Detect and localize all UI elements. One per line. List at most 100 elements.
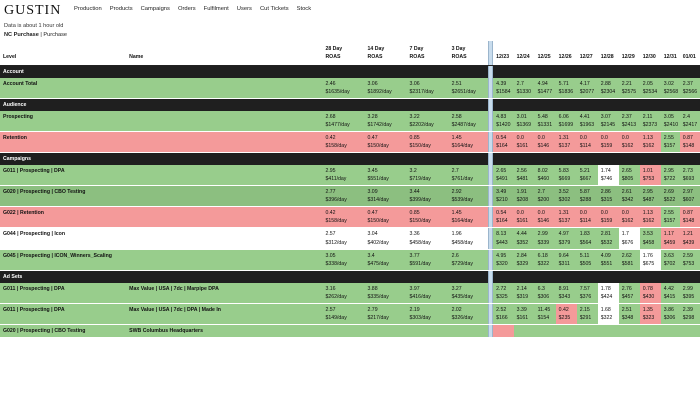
nav-link-campaigns[interactable]: Campaigns <box>140 6 170 12</box>
table-row[interactable]: Prospecting 2.68 $1477/day 3.28 $1742/day 3.2… <box>0 110 700 132</box>
table-row[interactable]: G011 | Prospecting | DPA Max Value | USA … <box>0 303 700 326</box>
column-header-day-3[interactable]: 12/26 <box>555 41 577 66</box>
row-name[interactable] <box>126 185 323 208</box>
day-roas-cell: 3.49 $210 <box>492 185 514 208</box>
spend-value: $164 <box>496 218 508 225</box>
table-row[interactable]: G011 | Prospecting | DPA Max Value | USA … <box>0 282 700 304</box>
row-name[interactable]: Max Value | USA | 7dc | DPA | Made In <box>126 303 323 326</box>
column-header-period-1[interactable]: 14 Day ROAS <box>364 41 407 66</box>
row-level[interactable]: Retention <box>0 131 127 154</box>
row-level[interactable]: Prospecting <box>0 110 127 132</box>
spend-value: $753 <box>682 260 695 267</box>
column-header-period-2[interactable]: 7 Day ROAS <box>406 41 449 66</box>
column-header-day-1[interactable]: 12/24 <box>513 41 535 66</box>
row-level[interactable]: G022 | Retention <box>0 206 127 229</box>
roas-value: 3.45 <box>367 168 378 175</box>
nav-link-cut-tickets[interactable]: Cut Tickets <box>259 6 289 12</box>
breadcrumb-parent[interactable]: Purchase <box>43 32 68 38</box>
roas-value: 4.09 <box>600 252 611 259</box>
row-name[interactable] <box>126 77 323 99</box>
period-roas-cell: 3.04 $402/day <box>364 227 407 250</box>
brand-logo[interactable]: GUSTIN <box>4 3 62 18</box>
table-row[interactable]: Retention 0.42 $158/day 0.47 $150/day 0.85 $15… <box>0 131 700 154</box>
day-roas-cell <box>513 324 535 339</box>
day-roas-cell: 4.09 $551 <box>597 249 619 271</box>
column-header-day-5[interactable]: 12/28 <box>597 41 619 66</box>
day-roas-cell <box>597 324 619 339</box>
column-header-day-2[interactable]: 12/25 <box>534 41 556 66</box>
roas-value: 0.0 <box>579 210 587 217</box>
table-row[interactable]: G011 | Prospecting | DPA 2.95 $411/day 3.45… <box>0 165 700 187</box>
day-roas-cell: 2.39 $298 <box>679 303 700 326</box>
row-name[interactable] <box>126 165 323 187</box>
row-level[interactable]: G020 | Prospecting | CBO Testing <box>0 324 127 339</box>
nav-link-users[interactable]: Users <box>236 6 252 12</box>
nav-link-production[interactable]: Production <box>74 6 102 12</box>
row-name[interactable]: SWB Columbus Headquarters <box>126 324 323 339</box>
nav-link-products[interactable]: Products <box>109 6 133 12</box>
roas-value: 4.41 <box>579 113 590 120</box>
row-name[interactable] <box>126 131 323 154</box>
roas-value: 2.56 <box>516 168 527 175</box>
row-name[interactable] <box>126 206 323 229</box>
spend-value: $2651/day <box>451 88 476 95</box>
table-row[interactable]: G022 | Retention 0.42 $158/day 0.47 $150/day… <box>0 206 700 229</box>
roas-value: 0.47 <box>367 134 378 141</box>
nav-link-stock[interactable]: Stock <box>296 6 312 12</box>
table-row[interactable]: G020 | Prospecting | CBO Testing SWB Colu… <box>0 324 700 339</box>
table-row[interactable]: G044 | Prospecting | Icon 2.57 $312/day 3.0… <box>0 227 700 250</box>
roas-value: 1.74 <box>600 168 611 175</box>
day-roas-cell: 2.59 $753 <box>679 249 700 271</box>
column-header-level[interactable]: Level <box>0 41 127 66</box>
period-roas-cell: 2.02 $326/day <box>448 303 489 326</box>
day-roas-cell: 2.7 $1330 <box>513 77 535 99</box>
day-roas-cell <box>679 324 700 339</box>
column-divider <box>488 77 494 99</box>
row-level[interactable]: G045 | Prospecting | ICON_Winners_Scalin… <box>0 249 127 271</box>
column-header-day-9[interactable]: 01/01 <box>679 41 700 66</box>
data-age-note: Data is about 1 hour old <box>4 23 64 29</box>
roas-value: 1.45 <box>451 134 462 141</box>
spend-value: $150/day <box>409 218 431 225</box>
table-row[interactable]: G020 | Prospecting | CBO Testing 2.77 $396… <box>0 185 700 208</box>
nav-link-fulfilment[interactable]: Fulfilment <box>203 6 229 12</box>
row-name[interactable]: Max Value | USA | 7dc | Marpipe DPA <box>126 282 323 304</box>
column-header-period-0[interactable]: 28 Day ROAS <box>322 41 365 66</box>
section-header: Account <box>0 65 700 78</box>
roas-value: 3.05 <box>325 252 336 259</box>
day-roas-cell: 2.05 $2534 <box>639 77 661 99</box>
column-header-period-3[interactable]: 3 Day ROAS <box>448 41 489 66</box>
table-row[interactable]: Account Total 2.46 $1635/day 3.06 $1892/day 3… <box>0 77 700 99</box>
column-header-name[interactable]: Name <box>126 41 323 66</box>
row-level[interactable]: G020 | Prospecting | CBO Testing <box>0 185 127 208</box>
period-roas-cell: 0.85 $150/day <box>406 131 449 154</box>
period-roas-cell: 2.95 $411/day <box>322 165 365 187</box>
roas-value: 3.06 <box>409 80 420 87</box>
column-header-day-7[interactable]: 12/30 <box>639 41 661 66</box>
row-level[interactable]: G011 | Prospecting | DPA <box>0 165 127 187</box>
roas-value: 0.0 <box>579 134 587 141</box>
column-header-day-4[interactable]: 12/27 <box>576 41 598 66</box>
row-name[interactable] <box>126 227 323 250</box>
roas-value: 0.0 <box>537 210 545 217</box>
day-roas-cell: 4.39 $1584 <box>492 77 514 99</box>
roas-value: 2.95 <box>663 168 674 175</box>
row-level[interactable]: G011 | Prospecting | DPA <box>0 282 127 304</box>
row-level[interactable]: G011 | Prospecting | DPA <box>0 303 127 326</box>
column-header-day-6[interactable]: 12/29 <box>618 41 640 66</box>
table-row[interactable]: G045 | Prospecting | ICON_Winners_Scalin… <box>0 249 700 271</box>
row-name[interactable] <box>126 249 323 271</box>
row-level[interactable]: Account Total <box>0 77 127 99</box>
nav-link-orders[interactable]: Orders <box>177 6 196 12</box>
section-title: Ad Sets <box>0 270 489 283</box>
roas-value: 3.49 <box>496 189 507 196</box>
column-header-day-8[interactable]: 12/31 <box>660 41 680 66</box>
roas-value: 2.15 <box>579 306 590 313</box>
period-roas-cell: 2.7 $761/day <box>448 165 489 187</box>
row-level[interactable]: G044 | Prospecting | Icon <box>0 227 127 250</box>
column-header-day-0[interactable]: 12/23 <box>492 41 514 66</box>
day-roas-cell: 3.02 $2568 <box>660 77 680 99</box>
roas-value: 2.92 <box>451 189 462 196</box>
row-name[interactable] <box>126 110 323 132</box>
spend-value: $1477 <box>537 88 553 95</box>
